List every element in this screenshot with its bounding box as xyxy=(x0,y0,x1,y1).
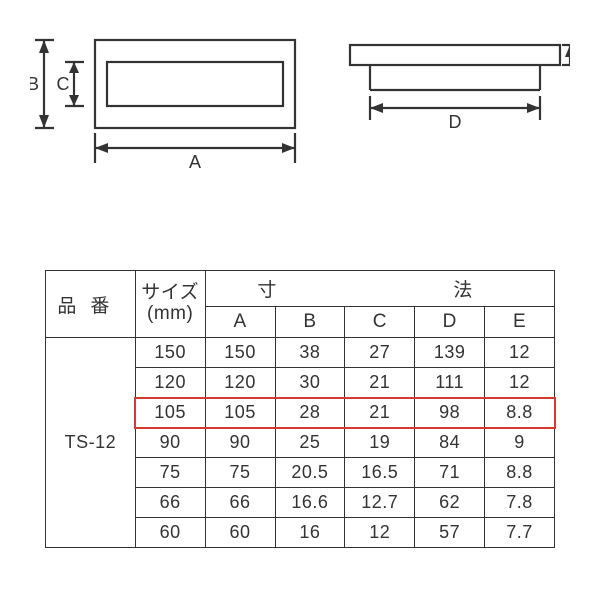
header-part-no-text: 品番 xyxy=(57,296,123,317)
cell-b: 20.5 xyxy=(275,458,345,488)
spec-table: 品番 サイズ (mm) 寸 法 A B C D E xyxy=(45,270,555,548)
cell-c: 21 xyxy=(345,368,415,398)
table-row: TS-12 150 150 38 27 139 12 xyxy=(46,338,555,368)
svg-text:C: C xyxy=(57,74,70,94)
cell-b: 16.6 xyxy=(275,488,345,518)
cell-size: 75 xyxy=(135,458,205,488)
cell-size: 66 xyxy=(135,488,205,518)
cell-a: 150 xyxy=(205,338,275,368)
cell-a: 60 xyxy=(205,518,275,548)
cell-part-no: TS-12 xyxy=(46,338,136,548)
cell-size: 90 xyxy=(135,428,205,458)
cell-b: 16 xyxy=(275,518,345,548)
svg-text:D: D xyxy=(449,112,462,132)
cell-b: 25 xyxy=(275,428,345,458)
cell-c: 12.7 xyxy=(345,488,415,518)
table-body: TS-12 150 150 38 27 139 12 120 120 30 21… xyxy=(46,338,555,548)
header-size: サイズ (mm) xyxy=(135,271,205,338)
cell-a: 75 xyxy=(205,458,275,488)
header-col-d: D xyxy=(415,307,485,338)
header-dimensions-text: 寸 法 xyxy=(257,280,502,301)
cell-b: 28 xyxy=(275,398,345,428)
spec-table-wrapper: 品番 サイズ (mm) 寸 法 A B C D E xyxy=(45,270,555,548)
cell-d: 98 xyxy=(415,398,485,428)
cell-e: 12 xyxy=(485,368,555,398)
cell-size: 60 xyxy=(135,518,205,548)
svg-text:A: A xyxy=(189,152,201,172)
header-col-a: A xyxy=(205,307,275,338)
cell-e: 8.8 xyxy=(485,398,555,428)
cell-c: 19 xyxy=(345,428,415,458)
cell-size: 120 xyxy=(135,368,205,398)
header-size-text: サイズ xyxy=(141,282,199,303)
cell-a: 90 xyxy=(205,428,275,458)
cell-c: 21 xyxy=(345,398,415,428)
cell-a: 120 xyxy=(205,368,275,398)
header-size-unit: (mm) xyxy=(147,303,193,324)
header-part-no: 品番 xyxy=(46,271,136,338)
cell-a: 66 xyxy=(205,488,275,518)
page-canvas: A B C xyxy=(0,0,600,600)
dimension-diagram: A B C xyxy=(30,30,570,200)
cell-d: 84 xyxy=(415,428,485,458)
header-col-c: C xyxy=(345,307,415,338)
cell-e: 7.8 xyxy=(485,488,555,518)
header-col-e: E xyxy=(485,307,555,338)
cell-d: 71 xyxy=(415,458,485,488)
cell-size: 150 xyxy=(135,338,205,368)
cell-d: 139 xyxy=(415,338,485,368)
cell-c: 27 xyxy=(345,338,415,368)
cell-e: 12 xyxy=(485,338,555,368)
cell-d: 57 xyxy=(415,518,485,548)
svg-text:B: B xyxy=(30,74,39,94)
cell-d: 62 xyxy=(415,488,485,518)
cell-e: 9 xyxy=(485,428,555,458)
header-col-b: B xyxy=(275,307,345,338)
cell-c: 12 xyxy=(345,518,415,548)
cell-size: 105 xyxy=(135,398,205,428)
cell-c: 16.5 xyxy=(345,458,415,488)
cell-b: 30 xyxy=(275,368,345,398)
cell-b: 38 xyxy=(275,338,345,368)
cell-e: 7.7 xyxy=(485,518,555,548)
cell-d: 111 xyxy=(415,368,485,398)
cell-a: 105 xyxy=(205,398,275,428)
diagram-svg: A B C xyxy=(30,30,570,200)
header-dimensions: 寸 法 xyxy=(205,271,554,307)
cell-e: 8.8 xyxy=(485,458,555,488)
